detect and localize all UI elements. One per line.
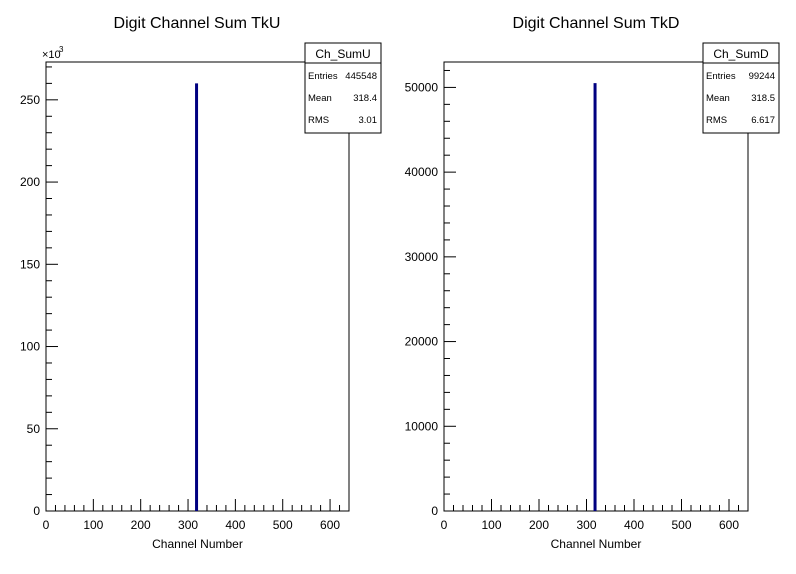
x-tick-label: 600	[320, 518, 340, 532]
stats-label: Mean	[706, 93, 730, 104]
chart-title: Digit Channel Sum TkD	[513, 15, 680, 32]
x-tick-label: 300	[178, 518, 198, 532]
chart-title: Digit Channel Sum TkU	[114, 15, 281, 32]
stats-value: 318.5	[751, 93, 775, 104]
stats-box-title: Ch_SumU	[315, 47, 370, 61]
x-tick-label: 400	[225, 518, 245, 532]
y-tick-label: 200	[20, 175, 40, 189]
x-tick-label: 100	[481, 518, 501, 532]
y-tick-label: 150	[20, 257, 40, 271]
stats-label: RMS	[706, 115, 727, 126]
stats-value: 445548	[345, 71, 377, 82]
x-tick-label: 200	[529, 518, 549, 532]
stats-value: 318.4	[353, 93, 377, 104]
x-tick-label: 300	[576, 518, 596, 532]
stats-value: 3.01	[359, 115, 378, 126]
y-axis-exponent: 3	[59, 45, 64, 54]
y-tick-label: 40000	[405, 165, 439, 179]
histogram-panel: Digit Channel Sum TkD 0 100 200 300 400 500 600…	[405, 15, 780, 551]
stats-box-title: Ch_SumD	[713, 47, 769, 61]
stats-box-frame	[702, 42, 780, 134]
x-axis-label: Channel Number	[152, 537, 243, 551]
y-tick-label: 100	[20, 340, 40, 354]
stats-label: Mean	[308, 93, 332, 104]
stats-box: Ch_SumU Entries 445548 Mean 318.4 RMS 3.01	[304, 42, 382, 134]
x-axis-label: Channel Number	[551, 537, 642, 551]
y-tick-label: 250	[20, 93, 40, 107]
stats-label: Entries	[706, 71, 736, 82]
y-tick-label: 20000	[405, 335, 439, 349]
y-tick-label: 50000	[405, 80, 439, 94]
stats-box-frame	[304, 42, 382, 134]
x-tick-label: 500	[671, 518, 691, 532]
y-tick-label: 10000	[405, 419, 439, 433]
x-tick-label: 500	[273, 518, 293, 532]
stats-value: 6.617	[751, 115, 775, 126]
x-tick-label: 600	[719, 518, 739, 532]
y-tick-label: 0	[33, 504, 40, 518]
x-tick-label: 100	[83, 518, 103, 532]
stats-label: Entries	[308, 71, 338, 82]
x-tick-label: 400	[624, 518, 644, 532]
stats-label: RMS	[308, 115, 329, 126]
x-tick-label: 0	[441, 518, 448, 532]
y-axis-multiplier: ×10	[42, 49, 61, 61]
stats-value: 99244	[749, 71, 775, 82]
x-tick-label: 0	[43, 518, 50, 532]
stats-box: Ch_SumD Entries 99244 Mean 318.5 RMS 6.617	[702, 42, 780, 134]
y-tick-label: 0	[431, 504, 438, 518]
x-tick-label: 200	[131, 518, 151, 532]
y-tick-label: 50	[27, 422, 41, 436]
y-tick-label: 30000	[405, 250, 439, 264]
